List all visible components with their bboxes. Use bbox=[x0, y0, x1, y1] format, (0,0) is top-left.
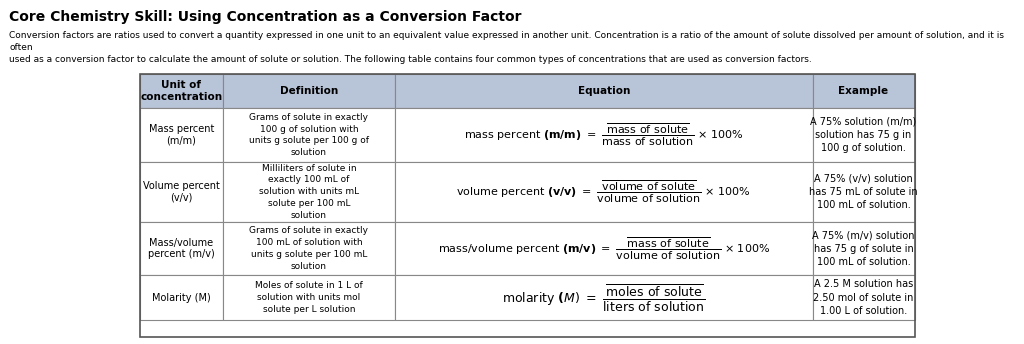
Text: Molarity (M): Molarity (M) bbox=[152, 292, 211, 303]
Text: Example: Example bbox=[839, 86, 889, 96]
Text: Mass percent
(m/m): Mass percent (m/m) bbox=[148, 124, 214, 146]
Bar bbox=[395, 275, 812, 320]
Text: A 2.5 M solution has
2.50 mol of solute in
1.00 L of solution.: A 2.5 M solution has 2.50 mol of solute … bbox=[813, 279, 913, 316]
Bar bbox=[140, 74, 914, 337]
Bar bbox=[223, 74, 395, 108]
Text: Grams of solute in exactly
100 g of solution with
units g solute per 100 g of
so: Grams of solute in exactly 100 g of solu… bbox=[249, 113, 369, 157]
Bar bbox=[395, 108, 812, 162]
Text: Mass/volume
percent (m/v): Mass/volume percent (m/v) bbox=[148, 238, 215, 259]
Bar bbox=[140, 275, 223, 320]
Text: Definition: Definition bbox=[280, 86, 338, 96]
Text: A 75% (v/v) solution
has 75 mL of solute in
100 mL of solution.: A 75% (v/v) solution has 75 mL of solute… bbox=[809, 174, 918, 210]
Bar bbox=[223, 162, 395, 222]
Bar bbox=[812, 108, 914, 162]
Bar bbox=[223, 222, 395, 275]
Bar bbox=[140, 108, 223, 162]
Text: volume percent $\bf{(v/v)}$ $=$ $\dfrac{\overline{\rm{volume\ of\ solute}}}{\rm{: volume percent $\bf{(v/v)}$ $=$ $\dfrac{… bbox=[457, 179, 752, 205]
Text: Volume percent
(v/v): Volume percent (v/v) bbox=[143, 181, 220, 203]
Bar bbox=[223, 275, 395, 320]
Bar bbox=[223, 108, 395, 162]
Bar bbox=[395, 74, 812, 108]
Bar bbox=[140, 162, 223, 222]
Text: Core Chemistry Skill: Using Concentration as a Conversion Factor: Core Chemistry Skill: Using Concentratio… bbox=[9, 10, 522, 24]
Text: mass/volume percent $\bf{(m/v)}$ $=$ $\dfrac{\overline{\rm{mass\ of\ solute}}}{\: mass/volume percent $\bf{(m/v)}$ $=$ $\d… bbox=[437, 235, 770, 262]
Text: Unit of
concentration: Unit of concentration bbox=[140, 80, 222, 102]
Text: Conversion factors are ratios used to convert a quantity expressed in one unit t: Conversion factors are ratios used to co… bbox=[9, 31, 1005, 64]
Bar bbox=[140, 74, 223, 108]
Bar bbox=[812, 222, 914, 275]
Bar bbox=[812, 275, 914, 320]
Text: Equation: Equation bbox=[578, 86, 630, 96]
Text: A 75% solution (m/m)
solution has 75 g in
100 g of solution.: A 75% solution (m/m) solution has 75 g i… bbox=[810, 117, 916, 153]
Text: Grams of solute in exactly
100 mL of solution with
units g solute per 100 mL
sol: Grams of solute in exactly 100 mL of sol… bbox=[250, 226, 369, 271]
Bar bbox=[812, 162, 914, 222]
Text: A 75% (m/v) solution
has 75 g of solute in
100 mL of solution.: A 75% (m/v) solution has 75 g of solute … bbox=[812, 230, 914, 267]
Text: molarity $\bf{(\it{M})}$ $=$ $\dfrac{\overline{\rm{moles\ of\ solute}}}{\rm{lite: molarity $\bf{(\it{M})}$ $=$ $\dfrac{\ov… bbox=[502, 282, 706, 313]
Bar bbox=[140, 222, 223, 275]
Text: Milliliters of solute in
exactly 100 mL of
solution with units mL
solute per 100: Milliliters of solute in exactly 100 mL … bbox=[259, 164, 359, 220]
Bar bbox=[812, 74, 914, 108]
Text: mass percent $\bf{(m/m)}$ $=$ $\dfrac{\overline{\rm{mass\ of\ solute}}}{\rm{mass: mass percent $\bf{(m/m)}$ $=$ $\dfrac{\o… bbox=[464, 122, 743, 148]
Bar bbox=[395, 222, 812, 275]
Bar bbox=[395, 162, 812, 222]
Text: Moles of solute in 1 L of
solution with units mol
solute per L solution: Moles of solute in 1 L of solution with … bbox=[255, 281, 362, 314]
